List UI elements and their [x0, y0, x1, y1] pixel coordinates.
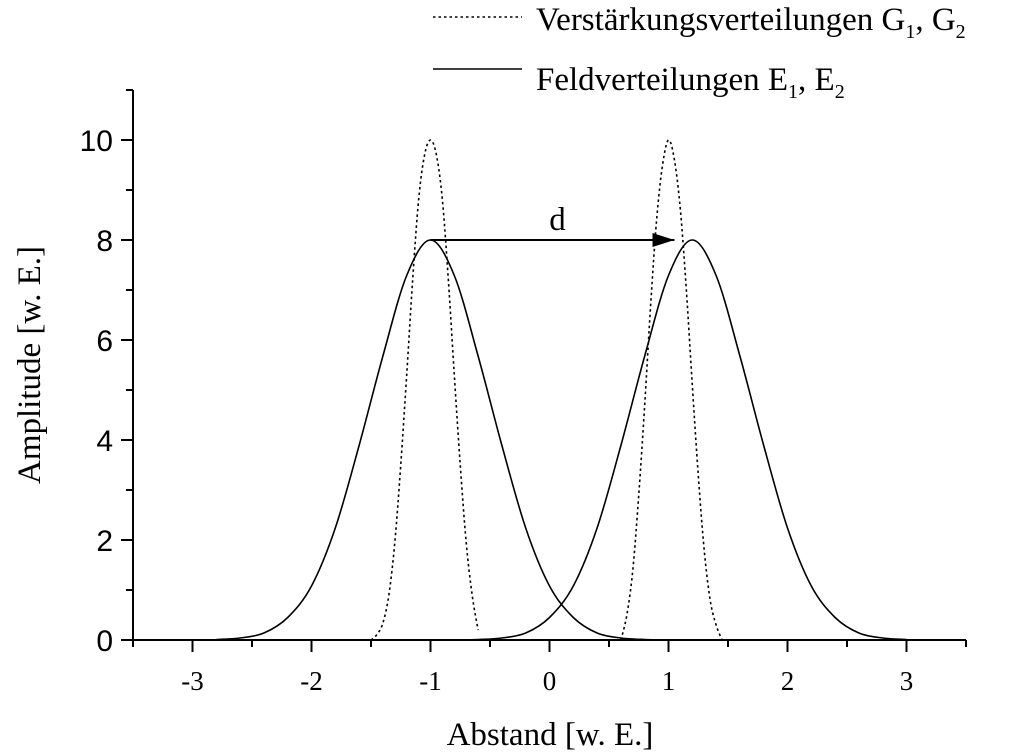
- series-layer: [216, 139, 907, 641]
- arrow-label: d: [549, 202, 566, 238]
- x-tick-label: -1: [419, 666, 442, 696]
- x-tick-label: -3: [181, 666, 204, 696]
- y-tick-label: 10: [80, 125, 113, 158]
- y-tick-label: 0: [96, 625, 113, 658]
- y-axis-label: Amplitude [w. E.]: [12, 246, 48, 484]
- annotation-layer: d: [430, 202, 675, 247]
- x-tick-label: 2: [781, 666, 795, 696]
- y-tick-label: 2: [96, 525, 113, 558]
- x-tick-label: 3: [900, 666, 914, 696]
- x-axis-label: Abstand [w. E.]: [447, 717, 654, 753]
- series-line-E1: [216, 239, 669, 641]
- series-line-E2: [454, 239, 907, 641]
- y-tick-label: 8: [96, 225, 113, 258]
- x-tick-label: 1: [662, 666, 676, 696]
- x-tick-label: -2: [300, 666, 323, 696]
- y-tick-label: 6: [96, 325, 113, 358]
- axes-layer: 0 2 4 6 8 10 -3 -2 -1 0 1 2 3: [80, 89, 967, 696]
- series-line-G1: [370, 139, 479, 641]
- legend: Verstärkungsverteilungen G1, G2 Feldverte…: [433, 2, 966, 103]
- legend-label-2: Feldverteilungen E1, E2: [536, 62, 845, 103]
- legend-label-1: Verstärkungsverteilungen G1, G2: [536, 2, 966, 43]
- series-line-G2: [620, 139, 723, 641]
- y-tick-label: 4: [96, 425, 113, 458]
- x-tick-label: 0: [543, 666, 557, 696]
